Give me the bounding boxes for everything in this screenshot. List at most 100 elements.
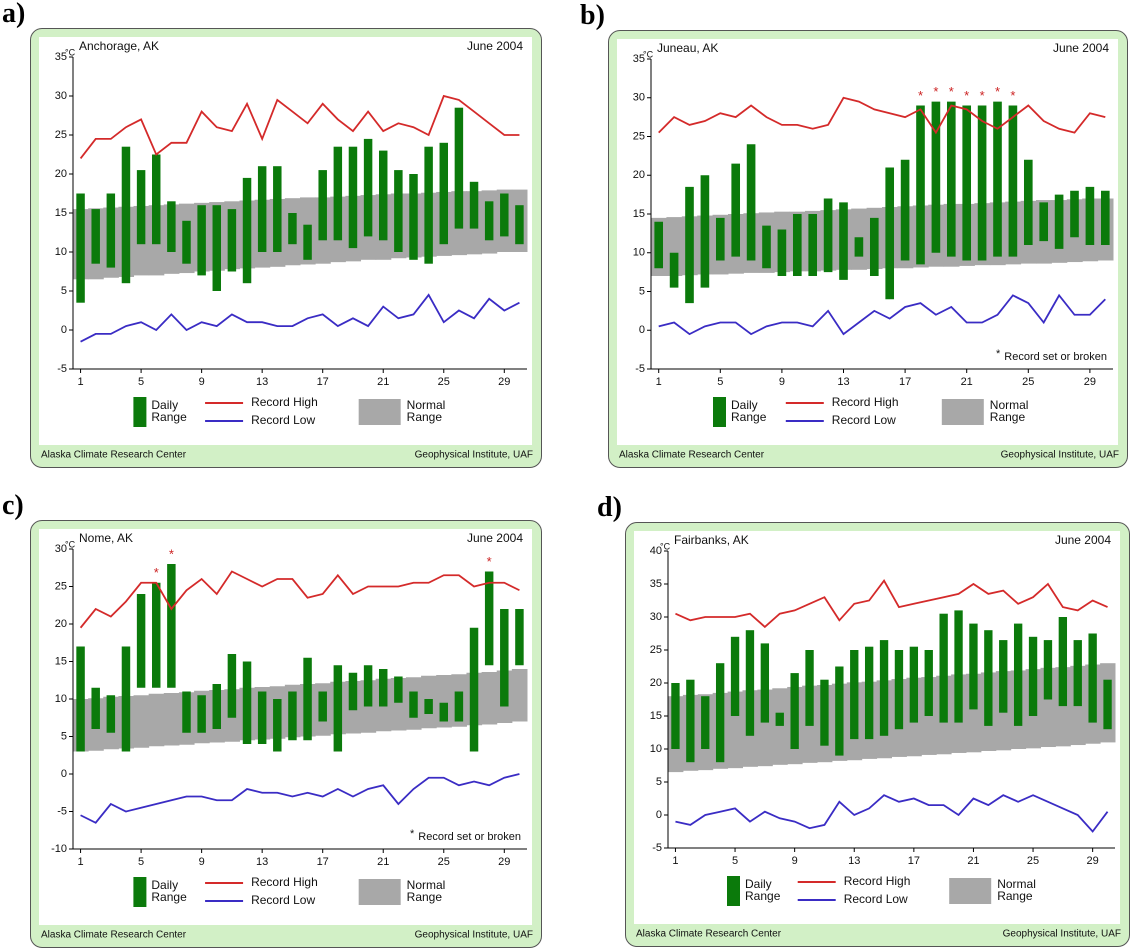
x-tick-label: 1: [78, 856, 84, 868]
daily-range-bar: [182, 691, 191, 733]
y-tick-label: 30: [650, 611, 662, 623]
daily-range-bar: [106, 695, 116, 733]
daily-range-bar: [715, 663, 725, 763]
daily-range-bar: [671, 683, 680, 749]
x-tick-label: 17: [317, 856, 329, 868]
legend-label: Record Low: [251, 413, 315, 427]
daily-range-bar: [348, 672, 358, 711]
x-tick-label: 17: [908, 855, 920, 867]
y-tick-label: 5: [61, 285, 67, 297]
y-tick-label: 0: [639, 324, 645, 336]
daily-range-bar: [1085, 186, 1095, 245]
daily-range-bar: [424, 146, 433, 264]
chart: ** ** Record set or broken-10-505101520253…: [39, 529, 533, 941]
y-tick-label: 20: [633, 169, 645, 181]
daily-range-bar: [879, 640, 889, 736]
y-tick-label: -5: [57, 805, 67, 817]
daily-range-bar: [303, 224, 312, 260]
panel: * * * * * * * * Record set or broken -5 0 5 10 15 20 25…: [608, 30, 1128, 468]
x-tick-label: 13: [837, 376, 849, 388]
daily-range-bar: [106, 193, 116, 268]
daily-range-bar: [1070, 190, 1079, 238]
legend-label: Normal Range: [997, 877, 1036, 903]
x-tick-label: 9: [792, 855, 798, 867]
footer-left: Alaska Climate Research Center: [41, 930, 187, 941]
x-tick-label: 25: [1027, 855, 1039, 867]
daily-range-bar: [91, 687, 100, 729]
legend-label: Daily Range: [731, 398, 767, 424]
y-tick-label: 25: [633, 130, 645, 142]
legend-swatch: [941, 399, 984, 425]
daily-range-bar: [924, 650, 933, 716]
daily-range-bar: [469, 181, 479, 229]
daily-range-bar: [669, 252, 679, 288]
x-tick-label: 17: [899, 376, 911, 388]
legend-swatch: [949, 878, 992, 904]
daily-range-bar: [212, 684, 222, 729]
record-marker: *: [995, 84, 1000, 99]
daily-range-bar: [91, 209, 100, 264]
y-tick-label: -5: [57, 363, 67, 375]
daily-range-bar: [916, 105, 925, 265]
y-tick-label: 15: [650, 710, 662, 722]
legend-label: Record Low: [844, 892, 908, 906]
legend-swatch: [358, 399, 401, 425]
footer-right: Geophysical Institute, UAF: [415, 450, 533, 461]
footer-left: Alaska Climate Research Center: [619, 450, 765, 461]
daily-range-bar: [136, 594, 146, 688]
x-tick-label: 9: [199, 856, 205, 868]
daily-range-bar: [318, 170, 327, 241]
normal-range: [148, 693, 165, 747]
daily-range-bar: [242, 177, 252, 284]
daily-range-bar: [333, 665, 343, 752]
daily-range-bar: [835, 666, 844, 756]
y-tick-label: 25: [55, 580, 67, 592]
y-tick-label: 20: [55, 168, 67, 180]
daily-range-bar: [808, 214, 818, 276]
daily-range-bar: [1008, 105, 1018, 257]
chart-date: June 2004: [1053, 41, 1109, 55]
x-tick-label: 21: [961, 376, 973, 388]
x-tick-label: 1: [656, 376, 662, 388]
x-tick-label: 1: [672, 855, 678, 867]
y-tick-label: 30: [55, 543, 67, 555]
daily-range-bar: [686, 679, 695, 763]
legend-label: Normal Range: [406, 878, 446, 904]
record-marker: *: [918, 88, 923, 103]
daily-range-bar: [167, 564, 176, 688]
x-tick-label: 9: [199, 376, 205, 388]
normal-range: [772, 688, 788, 765]
unit-label: °C: [65, 47, 76, 57]
legend-label: Record Low: [251, 893, 315, 907]
daily-range-bar: [515, 609, 524, 666]
daily-range-bar: [288, 691, 297, 741]
daily-range-bar: [805, 650, 814, 726]
legend-label: Record High: [251, 395, 318, 409]
record-high-line: [675, 579, 1108, 629]
unit-label: °C: [660, 541, 671, 551]
daily-range-bar: [439, 702, 449, 722]
daily-range-bar: [1043, 640, 1053, 700]
x-tick-label: 21: [967, 855, 979, 867]
daily-range-bar: [864, 646, 874, 740]
y-tick-label: 25: [55, 129, 67, 141]
daily-range-bar: [746, 144, 756, 261]
daily-range-bar: [409, 691, 418, 718]
daily-range-bar: [363, 138, 373, 237]
daily-range-bar: [424, 699, 433, 714]
x-tick-label: 21: [377, 376, 389, 388]
daily-range-bar: [839, 202, 848, 280]
note-text: Record set or broken: [418, 831, 521, 843]
daily-range-bar: [790, 673, 799, 749]
daily-range-bar: [363, 665, 373, 707]
y-tick-label: 15: [55, 207, 67, 219]
chart-title: Nome, AK: [79, 531, 133, 545]
y-tick-label: 35: [650, 578, 662, 590]
y-tick-label: 30: [633, 92, 645, 104]
daily-range-bar: [1088, 633, 1097, 723]
panel-label: a): [2, 0, 26, 29]
x-tick-label: 29: [498, 856, 510, 868]
y-tick-label: 40: [650, 545, 662, 557]
